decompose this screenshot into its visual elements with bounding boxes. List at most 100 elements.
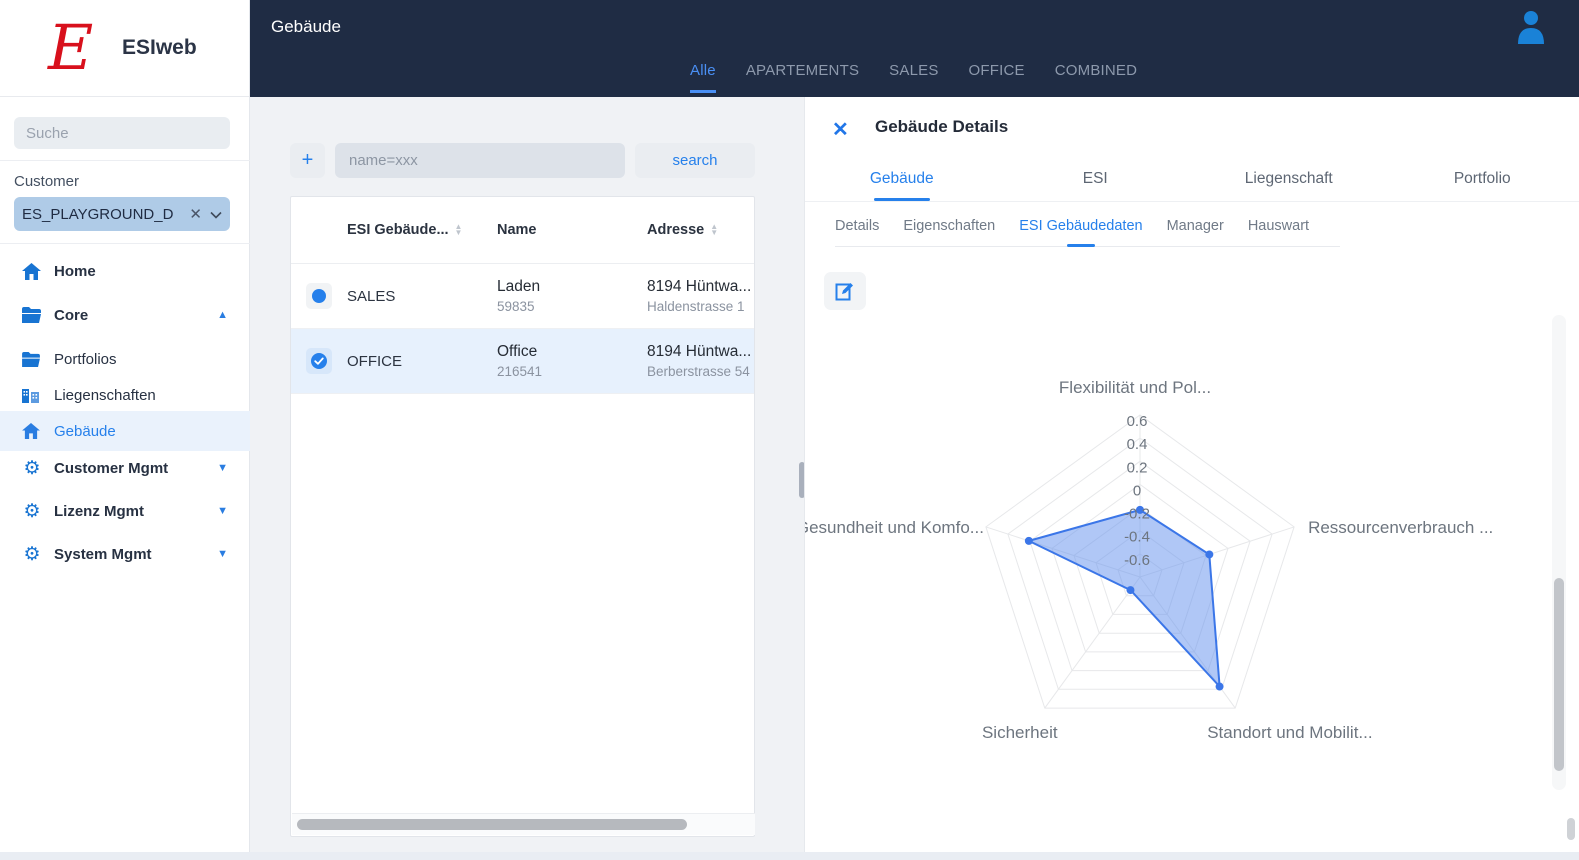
edit-icon [835, 283, 853, 301]
tab-gebaeude[interactable]: Gebäude [805, 159, 999, 201]
customer-label: Customer [14, 173, 80, 190]
tab-office[interactable]: OFFICE [968, 62, 1025, 79]
svg-text:Ressourcenverbrauch ...: Ressourcenverbrauch ... [1308, 518, 1493, 537]
sidebar-item-gebaeude[interactable]: Gebäude [0, 411, 250, 451]
subtab-hauswart[interactable]: Hauswart [1247, 218, 1310, 234]
logo-area: E ESIweb [0, 0, 249, 97]
scrollbar-thumb[interactable] [297, 819, 687, 830]
sidebar-item-label: Gebäude [54, 422, 116, 440]
svg-text:Flexibilität und Pol...: Flexibilität und Pol... [1059, 378, 1211, 397]
details-tabs: Gebäude ESI Liegenschaft Portfolio [805, 159, 1579, 202]
customer-chip: ES_PLAYGROUND_D [22, 205, 174, 223]
subtab-details[interactable]: Details [835, 218, 880, 234]
svg-text:0.6: 0.6 [1127, 413, 1148, 430]
vertical-scrollbar[interactable] [1552, 315, 1566, 790]
sidebar-item-customer-mgmt[interactable]: ⚙ Customer Mgmt ▼ [0, 448, 250, 488]
cell-city: 8194 Hüntwa... [647, 278, 752, 295]
chevron-down-icon[interactable]: ▼ [217, 462, 228, 474]
cell-number: 59835 [497, 299, 535, 314]
tab-apartements[interactable]: APARTEMENTS [745, 62, 860, 79]
sidebar-item-portfolios[interactable]: Portfolios [0, 339, 250, 379]
sidebar-item-label: Lizenz Mgmt [54, 502, 144, 520]
tab-portfolio[interactable]: Portfolio [1453, 170, 1511, 187]
user-icon[interactable] [1516, 10, 1546, 49]
cell-type: SALES [347, 287, 396, 305]
svg-text:0: 0 [1133, 482, 1141, 499]
sidebar-item-label: Core [54, 306, 89, 324]
tab-liegenschaft[interactable]: Liegenschaft [1244, 170, 1333, 187]
svg-text:-0.4: -0.4 [1124, 529, 1150, 546]
column-header-type[interactable]: ESI Gebäude... ▲ ▼ [347, 222, 463, 238]
svg-text:0.2: 0.2 [1127, 459, 1148, 476]
scrollbar-thumb[interactable] [1554, 578, 1564, 771]
tab-sales[interactable]: SALES [889, 62, 939, 79]
sidebar-item-system-mgmt[interactable]: ⚙ System Mgmt ▼ [0, 534, 250, 574]
radar-chart: 0.6 0.4 0.2 0 -0.2 -0.4 -0.6 Flexibilität und P… [796, 330, 1565, 800]
chip-remove-icon[interactable]: ✕ [189, 206, 202, 223]
logo-icon: E [48, 11, 94, 84]
circle-icon [312, 289, 326, 303]
sidebar-item-label: Portfolios [54, 350, 117, 368]
cell-type: OFFICE [347, 352, 402, 370]
column-header-name: Name [497, 222, 537, 238]
gear-icon: ⚙ [23, 457, 41, 479]
buildings-table: ESI Gebäude... ▲ ▼ Name Adresse ▲ ▼ SALES … [290, 196, 755, 837]
horizontal-scrollbar[interactable] [292, 813, 755, 835]
sidebar-item-label: Customer Mgmt [54, 459, 169, 477]
details-subtabs: Details Eigenschaften ESI Gebäudedaten M… [835, 210, 1340, 247]
cell-name: Laden [497, 278, 541, 295]
check-circle-icon [311, 353, 327, 369]
details-title: Gebäude Details [875, 117, 1009, 136]
subtab-esi-gebaeudedaten[interactable]: ESI Gebäudedaten [1019, 210, 1142, 246]
table-row-office[interactable]: OFFICE Office 216541 8194 Hüntwa... Berb… [291, 329, 754, 394]
sidebar-item-lizenz-mgmt[interactable]: ⚙ Lizenz Mgmt ▼ [0, 491, 250, 531]
cell-number: 216541 [497, 364, 543, 379]
sidebar-item-label: Liegenschaften [54, 386, 156, 404]
gear-icon: ⚙ [23, 543, 41, 565]
subtab-eigenschaften[interactable]: Eigenschaften [903, 218, 996, 234]
search-button[interactable]: search [635, 143, 755, 178]
tab-esi[interactable]: ESI [1082, 170, 1108, 187]
sort-icon[interactable]: ▲ ▼ [454, 222, 463, 237]
scrollbar-thumb[interactable] [1567, 818, 1575, 840]
tab-combined[interactable]: COMBINED [1054, 62, 1138, 79]
chevron-down-icon[interactable]: ▼ [217, 548, 228, 560]
cell-city: 8194 Hüntwa... [647, 343, 752, 360]
row-select-icon[interactable] [306, 283, 332, 309]
list-panel: + search ESI Gebäude... ▲▼ Name Adresse … [250, 97, 805, 852]
home-icon [22, 262, 42, 280]
sidebar-search-input[interactable] [14, 117, 230, 149]
folder-icon [22, 351, 42, 367]
table-row-sales[interactable]: SALES Laden 59835 8194 Hüntwa... Haldens… [291, 264, 754, 329]
customer-select[interactable]: ES_PLAYGROUND_D ✕ [14, 197, 230, 231]
sidebar-item-core[interactable]: Core ▲ [0, 295, 250, 335]
cell-street: Berberstrasse 54 [647, 364, 750, 379]
sidebar: E ESIweb Customer ES_PLAYGROUND_D ✕ Home… [0, 0, 250, 852]
close-icon[interactable]: ✕ [832, 119, 849, 141]
page-title: Gebäude [271, 17, 341, 36]
edit-button[interactable] [824, 272, 866, 310]
chevron-down-icon[interactable]: ▼ [217, 505, 228, 517]
divider [0, 243, 250, 244]
chevron-down-icon[interactable] [210, 207, 222, 222]
top-tabs: Alle APARTEMENTS SALES OFFICE COMBINED [690, 62, 1137, 93]
panel-resize-handle[interactable] [799, 462, 805, 498]
sort-icon[interactable]: ▲ ▼ [710, 222, 719, 237]
row-select-icon[interactable] [306, 348, 332, 374]
filter-input[interactable] [335, 143, 625, 178]
tab-alle[interactable]: Alle [690, 62, 716, 93]
details-panel: ✕ Gebäude Details Gebäude ESI Liegenscha… [796, 97, 1579, 852]
svg-text:0.4: 0.4 [1127, 436, 1148, 453]
sidebar-item-home[interactable]: Home [0, 251, 250, 291]
svg-text:Gesundheit und Komfo...: Gesundheit und Komfo... [805, 518, 984, 537]
chevron-up-icon[interactable]: ▲ [217, 309, 228, 321]
add-button[interactable]: + [290, 143, 325, 178]
sidebar-item-liegenschaften[interactable]: Liegenschaften [0, 375, 250, 415]
column-header-address[interactable]: Adresse ▲ ▼ [647, 222, 719, 238]
table-header: ESI Gebäude... ▲ ▼ Name Adresse ▲ ▼ [291, 197, 754, 264]
top-header: Gebäude Alle APARTEMENTS SALES OFFICE CO… [250, 0, 1579, 97]
divider [0, 160, 250, 161]
cell-street: Haldenstrasse 1 [647, 299, 745, 314]
sidebar-item-label: System Mgmt [54, 545, 152, 563]
subtab-manager[interactable]: Manager [1166, 218, 1224, 234]
